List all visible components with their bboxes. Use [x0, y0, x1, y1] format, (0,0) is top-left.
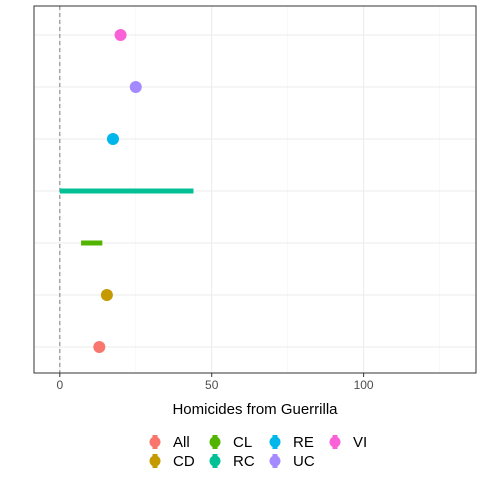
x-tick-label: 0	[56, 378, 63, 392]
series-re	[106, 133, 119, 145]
legend-key-point	[209, 455, 221, 467]
legend-label: CL	[233, 434, 252, 451]
estimate-point-all	[93, 341, 106, 353]
data-marks	[59, 29, 194, 353]
x-axis-title: Homicides from Guerrilla	[172, 401, 338, 418]
series-all	[93, 341, 106, 353]
legend-key-cl	[209, 435, 221, 449]
legend-key-re	[269, 435, 281, 449]
legend-key-vi	[329, 435, 341, 449]
estimate-point-re	[106, 133, 119, 145]
x-axis: 0 50 100	[56, 373, 374, 392]
x-tick-label: 50	[205, 378, 219, 392]
estimate-point-cd	[100, 289, 113, 301]
legend-key-point	[149, 455, 161, 467]
legend-key-point	[269, 436, 281, 448]
legend-label: All	[173, 434, 190, 451]
legend-key-all	[149, 435, 161, 449]
panel-border	[33, 5, 477, 374]
estimate-point-uc	[129, 81, 142, 93]
legend-key-rc	[209, 454, 221, 468]
legend-label: VI	[353, 434, 367, 451]
estimate-point-vi	[114, 29, 127, 41]
series-vi	[114, 29, 127, 41]
legend-label: RC	[233, 453, 255, 470]
legend-key-point	[149, 436, 161, 448]
legend-key-uc	[269, 454, 281, 468]
series-cd	[100, 289, 113, 301]
legend-label: RE	[293, 434, 314, 451]
x-tick-label: 100	[354, 378, 374, 392]
legend-label: CD	[173, 453, 195, 470]
legend-key-cd	[149, 454, 161, 468]
legend-label: UC	[293, 453, 315, 470]
legend-key-point	[329, 436, 341, 448]
legend: All CL RE VI CD RC UC	[149, 434, 367, 470]
legend-key-point	[209, 436, 221, 448]
series-uc	[129, 81, 142, 93]
legend-key-point	[269, 455, 281, 467]
